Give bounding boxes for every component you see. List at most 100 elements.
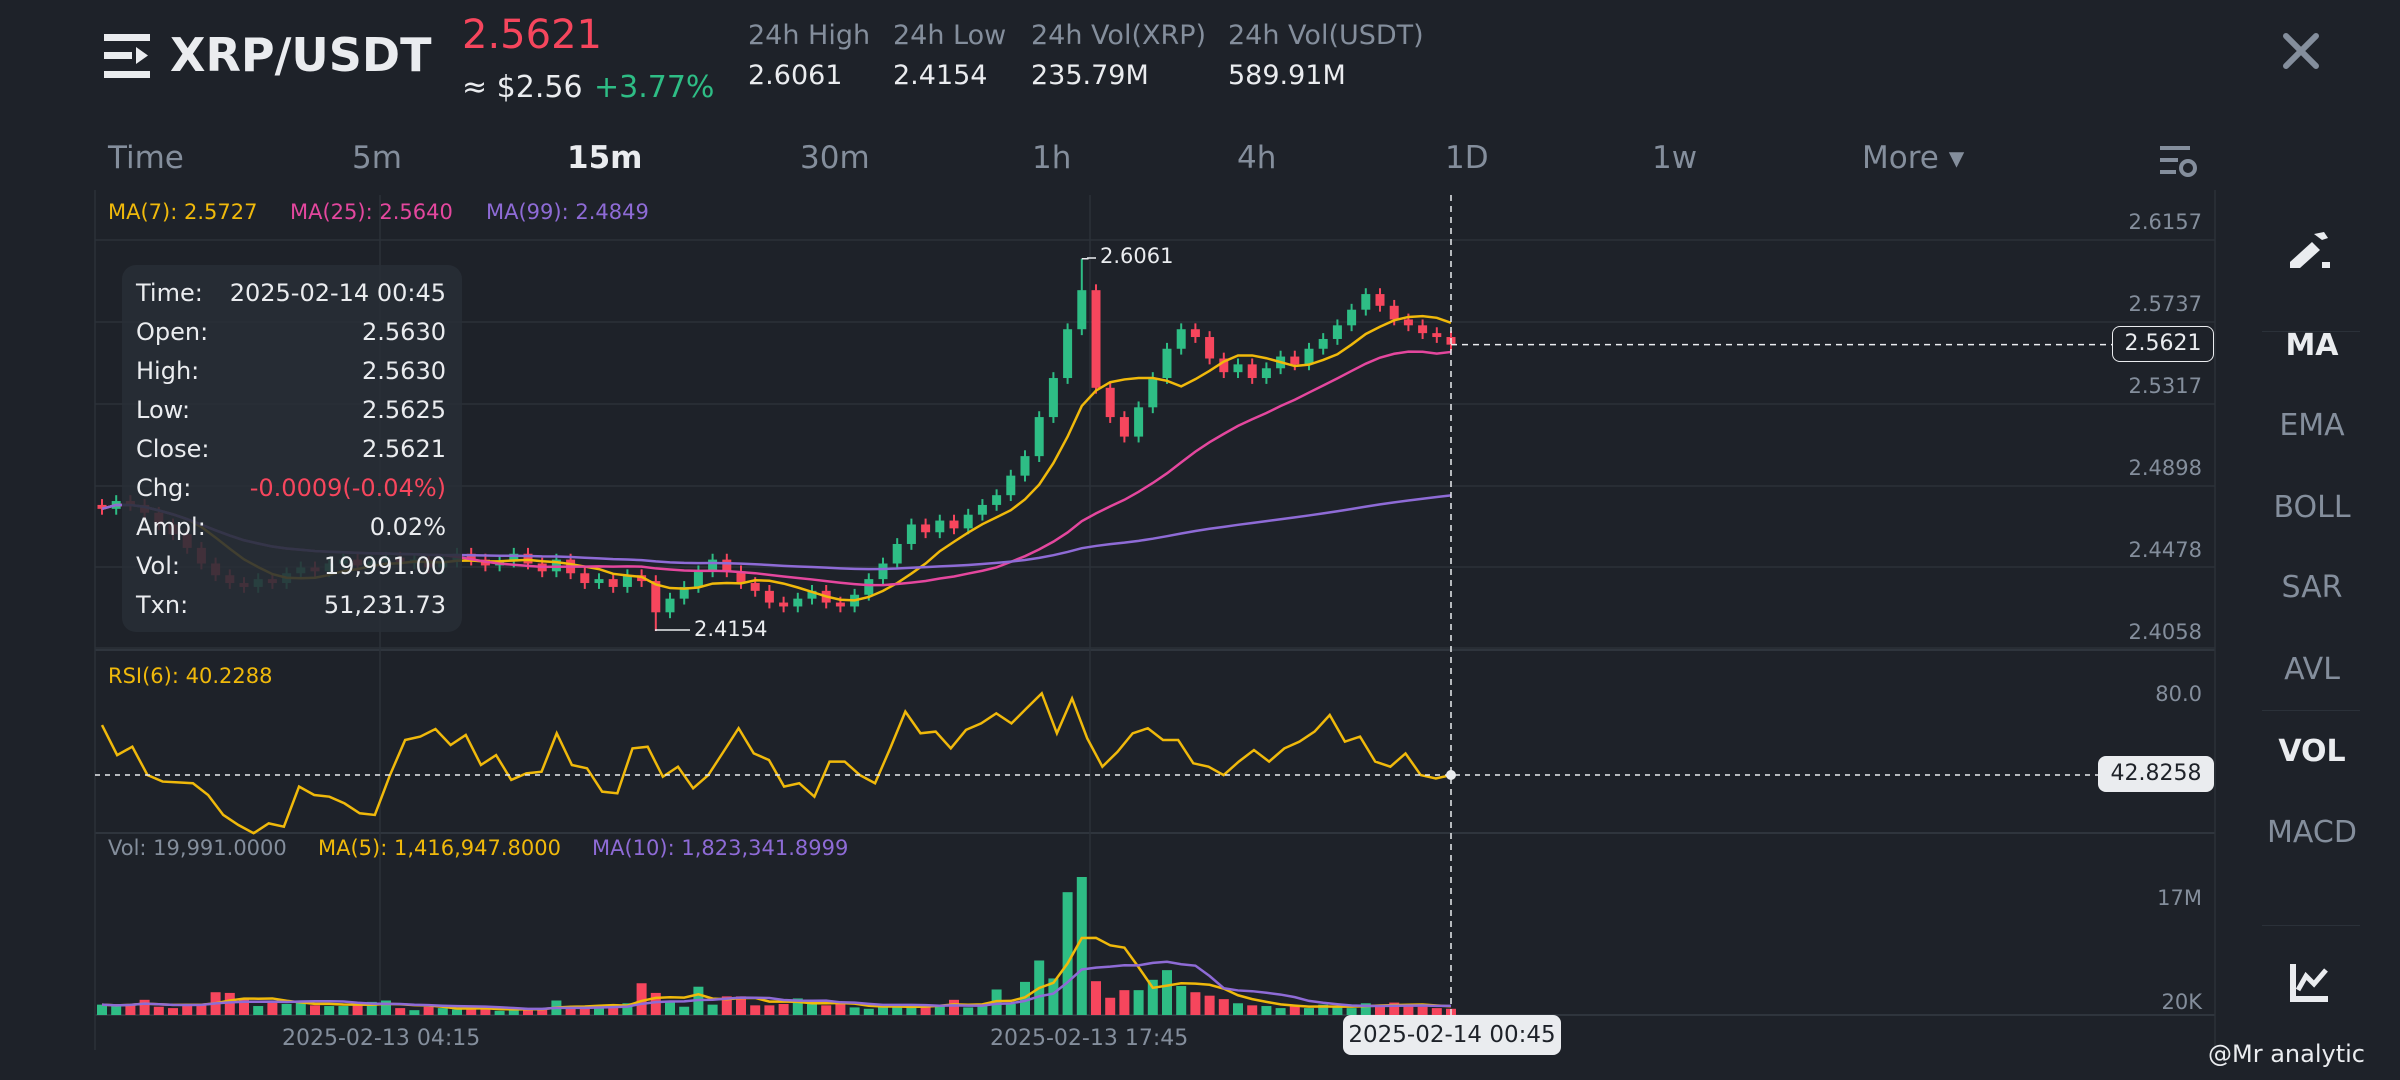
indicator-macd[interactable]: MACD <box>2267 815 2357 850</box>
tab-1d[interactable]: 1D <box>1445 140 1489 176</box>
candle-body <box>1418 325 1428 334</box>
candle-body <box>1205 337 1215 359</box>
volume-bar <box>1360 1003 1371 1015</box>
legend-vol-ma10: MA(10): 1,823,341.8999 <box>592 836 849 860</box>
volume-bar <box>1147 979 1158 1015</box>
volume-bar <box>778 1003 789 1015</box>
candle-body <box>864 579 874 595</box>
stat-24h-low-value: 2.4154 <box>893 60 988 91</box>
tooltip-open: Open: 2.5630 <box>136 318 446 346</box>
candle-body <box>1247 364 1257 379</box>
pair-title[interactable]: XRP/USDT <box>170 28 432 82</box>
volume-bar <box>1289 1005 1300 1015</box>
candle-body <box>1403 319 1413 326</box>
volume-bar <box>849 1007 860 1015</box>
volume-bar <box>1346 1008 1357 1015</box>
candle-body <box>1233 364 1243 373</box>
stat-24h-vol-usdt-value: 589.91M <box>1228 60 1346 91</box>
indicator-ma[interactable]: MA <box>2285 328 2339 363</box>
candle-tooltip: Time: 2025-02-14 00:45 Open: 2.5630 High: 2… <box>122 265 462 632</box>
tooltip-volume: Vol: 19,991.00 <box>136 552 446 580</box>
legend-ma25: MA(25): 2.5640 <box>290 200 453 224</box>
volume-bar <box>1275 1008 1286 1015</box>
candle-body <box>1304 348 1314 365</box>
volume-tick: 17M <box>2157 886 2202 910</box>
price-tick: 2.5737 <box>2128 292 2202 316</box>
tab-1w[interactable]: 1w <box>1652 140 1698 176</box>
candle-body <box>1176 329 1186 349</box>
indicator-avl[interactable]: AVL <box>2284 652 2340 687</box>
candle-body <box>963 514 973 529</box>
change-percent: +3.77% <box>594 70 715 105</box>
tab-1h[interactable]: 1h <box>1032 140 1072 176</box>
chart-settings-icon[interactable] <box>2158 143 2198 179</box>
low-marker-line <box>655 629 690 632</box>
volume-bar <box>1162 970 1172 1015</box>
volume-bar <box>168 1008 178 1015</box>
tab-30m[interactable]: 30m <box>800 140 870 176</box>
volume-bar <box>1233 1003 1243 1015</box>
volume-bar <box>139 999 150 1015</box>
tab-15m[interactable]: 15m <box>567 140 643 176</box>
candle-body <box>835 602 845 607</box>
candle-body <box>1048 378 1058 418</box>
volume-bar <box>537 1008 548 1015</box>
candle-body <box>977 504 987 515</box>
volume-bar <box>1204 995 1215 1015</box>
indicator-ema[interactable]: EMA <box>2279 408 2345 443</box>
candle-body <box>523 553 533 564</box>
close-icon[interactable] <box>2278 28 2324 74</box>
volume-bar <box>707 1004 718 1015</box>
candle-body <box>1148 378 1158 408</box>
tab-more[interactable]: More ▾ <box>1862 140 1965 176</box>
volume-bar <box>807 1003 817 1015</box>
volume-bar <box>636 983 647 1015</box>
side-divider <box>2262 331 2360 332</box>
volume-tick: 20K <box>2161 990 2203 1014</box>
tooltip-low: Low: 2.5625 <box>136 396 446 424</box>
indicator-boll[interactable]: BOLL <box>2273 490 2351 525</box>
volume-bar <box>665 1001 675 1015</box>
volume-bar <box>182 1005 193 1015</box>
indicator-sar[interactable]: SAR <box>2281 570 2343 605</box>
volume-bar <box>480 1008 491 1015</box>
volume-bar <box>594 1005 604 1015</box>
volume-bar <box>679 1006 690 1015</box>
last-price: 2.5621 <box>462 12 602 58</box>
candle-body <box>594 579 604 584</box>
indicator-vol[interactable]: VOL <box>2278 734 2346 769</box>
tab-time[interactable]: Time <box>108 140 184 176</box>
price-tick: 2.6157 <box>2128 210 2202 234</box>
volume-bar <box>1431 1008 1442 1015</box>
candle-body <box>1020 456 1030 476</box>
draw-tool-icon[interactable] <box>2288 228 2332 272</box>
candle-body <box>1290 356 1300 365</box>
volume-bar <box>239 998 249 1015</box>
indicator-chart-icon[interactable] <box>2290 962 2330 1002</box>
volume-bar <box>934 1004 945 1015</box>
volume-bar <box>111 1006 122 1015</box>
candle-body <box>1219 358 1229 373</box>
menu-icon[interactable] <box>104 34 150 78</box>
volume-bar <box>409 1010 420 1015</box>
volume-bar <box>1091 981 1101 1015</box>
candle-body <box>1432 333 1442 338</box>
candle-body <box>764 590 774 603</box>
volume-bar <box>267 1002 278 1015</box>
candle-body <box>793 598 803 607</box>
tab-4h[interactable]: 4h <box>1237 140 1277 176</box>
volume-bar <box>1318 1004 1329 1015</box>
volume-bar <box>1218 999 1229 1015</box>
volume-bar <box>295 1001 306 1015</box>
volume-bar <box>508 1009 519 1015</box>
volume-bar <box>565 1006 576 1015</box>
volume-bar <box>1005 1003 1016 1015</box>
stat-24h-vol-usdt-label: 24h Vol(USDT) <box>1228 20 1424 51</box>
tab-5m[interactable]: 5m <box>352 140 402 176</box>
candle-body <box>651 581 661 613</box>
candle-body <box>949 520 959 529</box>
volume-bar <box>310 1005 320 1015</box>
volume-bar <box>920 1006 931 1015</box>
volume-bar <box>977 1003 988 1015</box>
tooltip-amplitude: Ampl: 0.02% <box>136 513 446 541</box>
